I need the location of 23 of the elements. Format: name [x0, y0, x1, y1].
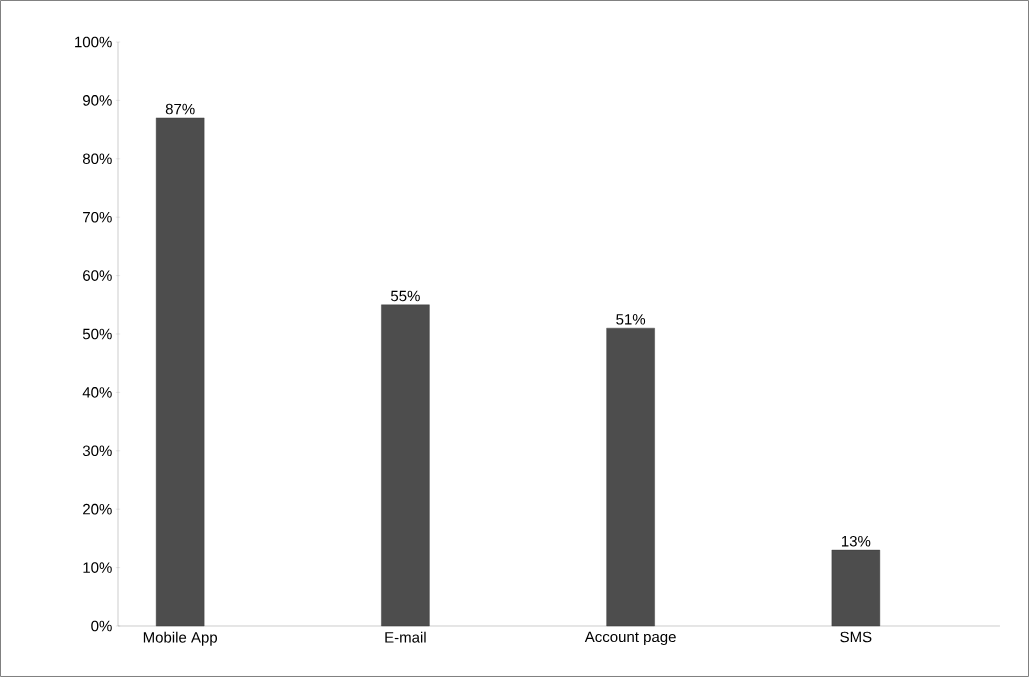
x-tick-label: E-mail — [385, 631, 426, 643]
y-tick-label: 40% — [82, 387, 112, 398]
y-tick-label: 70% — [83, 211, 112, 223]
y-tick-label: 10% — [83, 562, 112, 573]
bar — [381, 304, 430, 627]
x-tick-label: SMS — [840, 631, 872, 643]
x-tick-label: Mobile App — [143, 631, 218, 646]
y-tick-label: 60% — [83, 270, 112, 281]
bar — [606, 327, 655, 627]
data-label: 55% — [390, 290, 420, 302]
data-label: 51% — [616, 314, 646, 325]
x-tick-label: Account page — [584, 631, 676, 646]
y-tick-label: 0% — [91, 620, 112, 632]
y-tick-label: 20% — [83, 503, 112, 515]
data-label: 13% — [841, 535, 871, 547]
y-tick-label: 90% — [83, 95, 112, 106]
y-tick-label: 80% — [82, 153, 112, 165]
bar — [831, 549, 881, 627]
bar — [155, 117, 205, 627]
y-tick-label: 50% — [82, 328, 112, 340]
data-label: 87% — [165, 103, 195, 115]
y-tick-label: 30% — [82, 445, 112, 457]
y-tick-label: 100% — [75, 36, 112, 48]
